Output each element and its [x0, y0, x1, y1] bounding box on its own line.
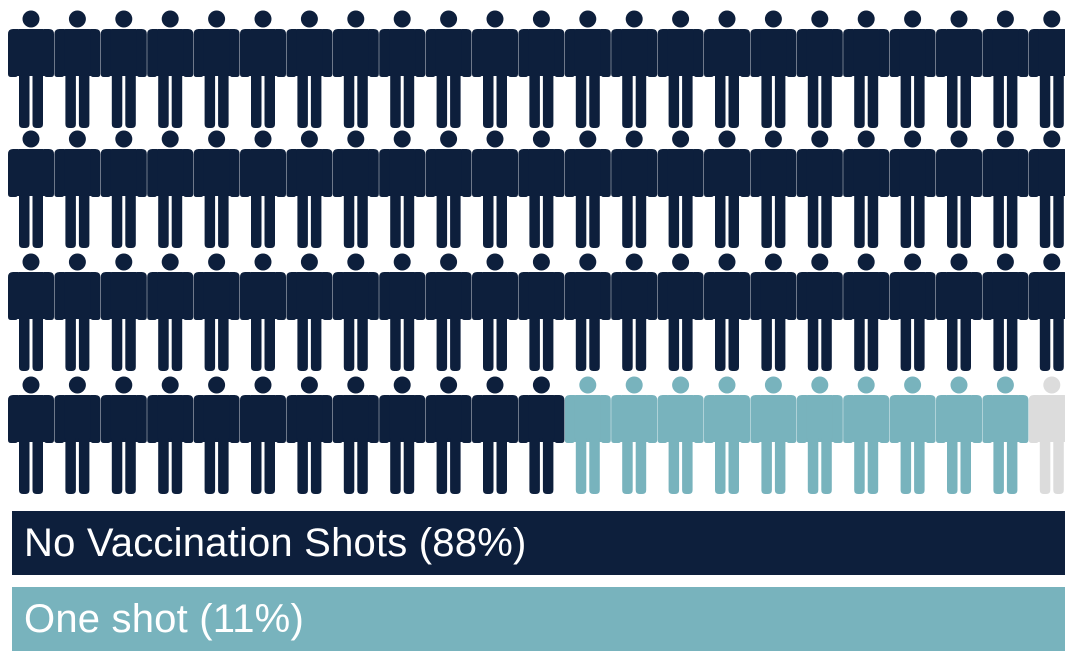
person-icon: [982, 130, 1029, 248]
person-icon: [564, 253, 611, 371]
person-icon: [286, 130, 333, 248]
person-icon: [889, 253, 936, 371]
person-icon: [472, 376, 518, 494]
person-icon: [240, 376, 286, 494]
person-icon: [657, 376, 704, 494]
person-icon: [193, 130, 240, 248]
person-icon: [936, 10, 982, 128]
person-icon: [982, 376, 1029, 494]
person-icon: [750, 130, 797, 248]
person-icon: [889, 10, 936, 128]
person-icon: [889, 376, 936, 494]
legend-no-vaccination: No Vaccination Shots (88%): [12, 511, 1065, 575]
person-icon: [332, 10, 379, 128]
person-icon: [193, 10, 240, 128]
person-icon: [100, 253, 147, 371]
person-icon: [8, 130, 54, 248]
person-icon: [750, 376, 797, 494]
person-icon: [843, 10, 890, 128]
legend-one-shot: One shot (11%): [12, 587, 1065, 651]
person-icon: [425, 253, 472, 371]
person-icon: [518, 253, 565, 371]
person-icon: [936, 130, 982, 248]
person-icon: [889, 130, 936, 248]
person-icon: [472, 253, 518, 371]
person-icon: [704, 253, 750, 371]
person-icon: [796, 10, 843, 128]
person-icon: [843, 376, 890, 494]
person-icon: [54, 130, 101, 248]
person-icon: [611, 376, 658, 494]
pictogram-svg: [8, 10, 1065, 494]
person-icon: [657, 130, 704, 248]
person-icon: [332, 253, 379, 371]
person-icon: [425, 130, 472, 248]
person-icon: [982, 253, 1029, 371]
person-icon: [100, 130, 147, 248]
person-icon: [472, 10, 518, 128]
person-icon: [1028, 376, 1065, 494]
person-icon: [100, 10, 147, 128]
person-icon: [564, 10, 611, 128]
person-icon: [704, 130, 750, 248]
person-icon: [8, 253, 54, 371]
person-icon: [286, 376, 333, 494]
person-icon: [332, 130, 379, 248]
person-icon: [750, 10, 797, 128]
person-icon: [518, 10, 565, 128]
person-icon: [286, 253, 333, 371]
person-icon: [936, 253, 982, 371]
person-icon: [379, 130, 426, 248]
person-icon: [518, 130, 565, 248]
person-icon: [796, 130, 843, 248]
person-icon: [54, 10, 101, 128]
person-icon: [936, 376, 982, 494]
person-icon: [1028, 130, 1065, 248]
person-icon: [147, 376, 194, 494]
person-icon: [286, 10, 333, 128]
person-icon: [1028, 10, 1065, 128]
person-icon: [564, 130, 611, 248]
legend-label-one-shot: One shot (11%): [24, 596, 304, 641]
pictogram-chart: [8, 10, 1065, 494]
person-icon: [147, 10, 194, 128]
person-icon: [425, 376, 472, 494]
person-icon: [8, 376, 54, 494]
person-icon: [657, 253, 704, 371]
person-icon: [379, 253, 426, 371]
person-icon: [8, 10, 54, 128]
person-icon: [796, 253, 843, 371]
person-icon: [379, 10, 426, 128]
person-icon: [379, 376, 426, 494]
person-icon: [796, 376, 843, 494]
person-icon: [425, 10, 472, 128]
person-icon: [147, 253, 194, 371]
person-icon: [240, 253, 286, 371]
person-icon: [982, 10, 1029, 128]
person-icon: [100, 376, 147, 494]
person-icon: [611, 10, 658, 128]
person-icon: [843, 130, 890, 248]
person-icon: [240, 10, 286, 128]
person-icon: [704, 10, 750, 128]
person-icon: [1028, 253, 1065, 371]
person-icon: [611, 253, 658, 371]
person-icon: [518, 376, 565, 494]
person-icon: [54, 376, 101, 494]
person-icon: [843, 253, 890, 371]
person-icon: [564, 376, 611, 494]
person-icon: [657, 10, 704, 128]
person-icon: [704, 376, 750, 494]
legend-label-no-vaccination: No Vaccination Shots (88%): [24, 520, 527, 565]
person-icon: [750, 253, 797, 371]
person-icon: [147, 130, 194, 248]
person-icon: [193, 376, 240, 494]
person-icon: [472, 130, 518, 248]
person-icon: [240, 130, 286, 248]
person-icon: [54, 253, 101, 371]
person-icon: [193, 253, 240, 371]
person-icon: [332, 376, 379, 494]
person-icon: [611, 130, 658, 248]
